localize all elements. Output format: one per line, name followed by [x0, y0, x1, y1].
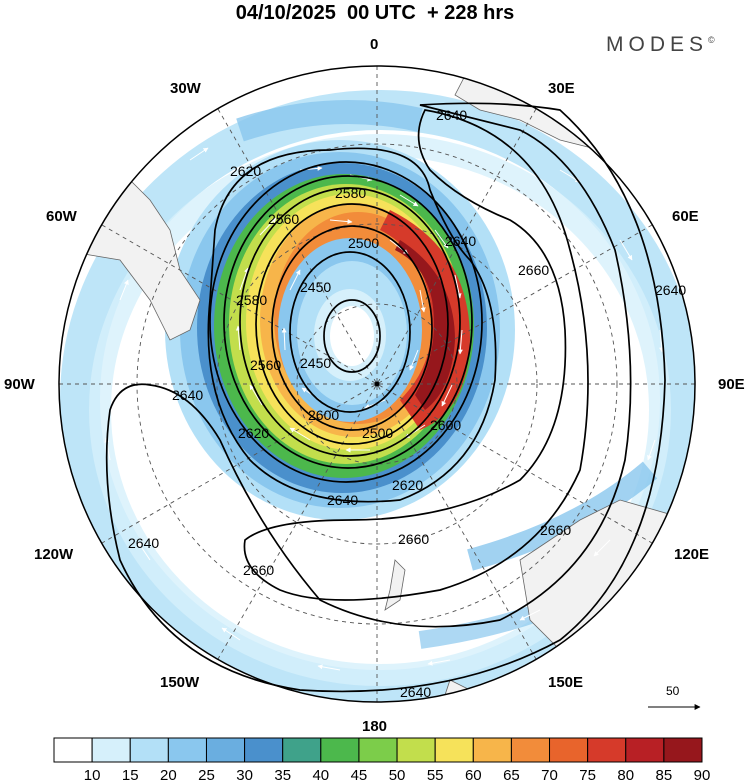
contour-label: 2640 — [128, 535, 159, 551]
contour-label: 2560 — [268, 211, 299, 227]
wind-vectors — [104, 147, 665, 671]
colorbar-swatch — [91, 737, 131, 763]
colorbar-tick-label: 20 — [160, 767, 177, 782]
colorbar: 10 15 20 25 30 35 40 45 50 55 60 65 70 75 80 85 90 — [53, 737, 711, 782]
lon-label-120w: 120W — [34, 546, 74, 563]
colorbar-tick-label: 45 — [351, 767, 368, 782]
lon-label-0: 0 — [370, 36, 379, 53]
colorbar-swatch — [167, 737, 207, 763]
colorbar-swatch — [320, 737, 360, 763]
lon-label-60e: 60E — [672, 208, 699, 225]
colorbar-tick-label: 30 — [236, 767, 253, 782]
colorbar-swatch — [663, 737, 703, 763]
graticule — [59, 66, 695, 702]
contour-label: 2640 — [172, 387, 203, 403]
contour-label: 2450 — [300, 355, 331, 371]
colorbar-swatch — [129, 737, 169, 763]
colorbar-tick-label: 55 — [427, 767, 444, 782]
contour-label: 2660 — [518, 262, 549, 278]
colorbar-tick-label: 90 — [694, 767, 711, 782]
contour-label: 2640 — [400, 684, 431, 700]
contour-2660 — [243, 109, 589, 601]
lon-label-60w: 60W — [46, 208, 77, 225]
reference-vector-label: 50 — [666, 684, 680, 698]
lon-label-90w: 90W — [4, 376, 35, 393]
colorbar-swatch — [434, 737, 474, 763]
contour-label: 2620 — [392, 477, 423, 493]
lon-label-120e: 120E — [674, 546, 710, 563]
contour-2640-outer — [105, 102, 666, 693]
contour-label: 2580 — [335, 185, 366, 201]
colorbar-swatch — [587, 737, 627, 763]
contour-label: 2640 — [327, 492, 358, 508]
lon-label-90e: 90E — [718, 376, 745, 393]
colorbar-tick-label: 85 — [656, 767, 673, 782]
contour-label: 2500 — [362, 425, 393, 441]
lon-label-30w: 30W — [170, 80, 201, 97]
contour-label: 2660 — [540, 522, 571, 538]
colorbar-swatch — [472, 737, 512, 763]
colorbar-swatch — [625, 737, 665, 763]
colorbar-tick-label: 15 — [122, 767, 139, 782]
colorbar-tick-label: 40 — [312, 767, 329, 782]
brand-name: MODES — [606, 33, 709, 56]
colorbar-tick-label: 25 — [198, 767, 215, 782]
contour-label: 2640 — [445, 233, 476, 249]
map-title: 04/10/2025 00 UTC + 228 hrs — [235, 2, 515, 24]
colorbar-tick-label: 65 — [503, 767, 520, 782]
contour-label: 2640 — [655, 282, 686, 298]
colorbar-swatch — [396, 737, 436, 763]
copyright-mark: © — [708, 35, 715, 45]
colorbar-swatch — [549, 737, 589, 763]
colorbar-tick-label: 35 — [274, 767, 291, 782]
contour-label: 2660 — [243, 562, 274, 578]
lon-label-150w: 150W — [160, 674, 200, 691]
brand-logo: MODES© — [606, 33, 715, 57]
contour-label: 2580 — [236, 292, 267, 308]
colorbar-tick-label: 80 — [617, 767, 634, 782]
colorbar-swatch — [205, 737, 246, 763]
contour-label: 2560 — [250, 357, 281, 373]
height-contours — [105, 102, 666, 693]
contour-label: 2450 — [300, 279, 331, 295]
contour-label: 2600 — [430, 417, 461, 433]
lon-label-180: 180 — [362, 718, 388, 735]
contour-label: 2620 — [230, 163, 261, 179]
colorbar-swatch — [53, 737, 93, 763]
colorbar-swatch — [244, 737, 284, 763]
contour-2640-inner — [207, 147, 497, 503]
colorbar-tick-label: 75 — [579, 767, 596, 782]
contour-label: 2660 — [398, 531, 429, 547]
colorbar-swatch — [358, 737, 398, 763]
contour-label: 2640 — [436, 107, 467, 123]
lon-label-150e: 150E — [548, 674, 584, 691]
map-boundary — [58, 65, 696, 703]
contour-2450 — [323, 299, 381, 373]
colorbar-swatch — [510, 737, 551, 763]
lon-label-30e: 30E — [548, 80, 575, 97]
colorbar-tick-label: 10 — [84, 767, 101, 782]
contour-label: 2620 — [238, 425, 269, 441]
colorbar-tick-label: 50 — [389, 767, 406, 782]
contour-label: 2500 — [348, 235, 379, 251]
colorbar-tick-label: 60 — [465, 767, 482, 782]
colorbar-swatch — [282, 737, 322, 763]
colorbar-tick-label: 70 — [541, 767, 558, 782]
contour-labels: 2640 2620 2580 2560 2500 2640 2660 2640 … — [128, 107, 686, 700]
south-pole-marker — [374, 381, 380, 387]
contour-label: 2600 — [308, 407, 339, 423]
